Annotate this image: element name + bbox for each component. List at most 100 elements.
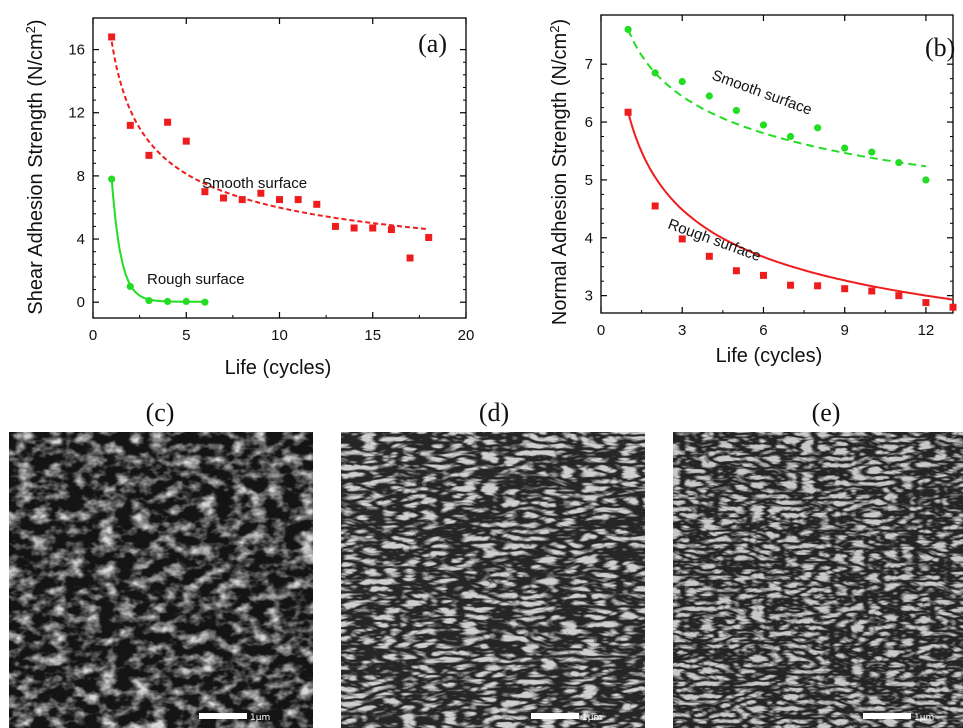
a-series-0-point (425, 233, 433, 241)
a-xtick-label: 20 (458, 327, 475, 344)
a-ytick-label: 4 (77, 231, 85, 248)
b-series-0-point (651, 69, 659, 77)
sem-c-scale-text: 1μm (250, 713, 270, 723)
b-series-1-point (678, 235, 686, 243)
sem-panel-c: (c) 1μm (9, 398, 313, 728)
b-series-1-fit-line (627, 111, 954, 301)
b-series-0-point (922, 176, 930, 184)
b-ytick-label: 3 (585, 288, 593, 305)
chart-a: 0 5 10 15 20 0 4 8 12 16 (a) Smooth surface Rough… (23, 17, 475, 379)
chart-b-ylabel: Normal Adhesion Strength (N/cm2) (547, 19, 572, 325)
b-series-1-point (868, 287, 876, 295)
a-xtick-label: 5 (182, 327, 190, 344)
a-series-0-point (294, 196, 302, 204)
b-ytick-label: 7 (585, 56, 593, 73)
sem-panel-e: (e) 1μm (673, 398, 963, 728)
b-series-1-point (895, 292, 903, 300)
b-ytick-label: 6 (585, 114, 593, 131)
a-series-0-point (369, 224, 377, 232)
sem-d-scale-text: 1μm (582, 713, 602, 723)
b-series-0-point (678, 77, 686, 86)
a-series-1-point (201, 298, 209, 306)
a-series-0-point (313, 200, 321, 208)
a-series-1-point (164, 297, 172, 306)
b-xtick-label: 12 (918, 322, 935, 339)
a-series-0-point (238, 196, 246, 204)
b-series-1-point (759, 271, 767, 279)
sem-d-scale-bar (531, 713, 579, 719)
b-series-1-point (651, 202, 659, 210)
b-series-0-point (732, 106, 740, 115)
chart-a-rough-label: Rough surface (147, 271, 245, 288)
a-ytick-label: 0 (77, 294, 85, 311)
b-series-0-point (624, 25, 632, 34)
chart-b-xlabel: Life (cycles) (716, 345, 823, 367)
a-series-0-point (257, 189, 265, 197)
b-series-1-point (732, 267, 740, 275)
b-series-0-point (895, 158, 903, 167)
sem-panel-d: (d) 1μm (341, 398, 645, 728)
a-series-0-point (182, 137, 190, 145)
a-ytick-label: 16 (68, 42, 85, 59)
a-series-0-point (145, 151, 153, 159)
a-series-0-fit-line (110, 41, 429, 231)
b-series-1-point (949, 303, 957, 311)
b-series-0-fit-line (627, 29, 927, 168)
chart-a-ylabel: Shear Adhesion Strength (N/cm2) (23, 19, 48, 314)
chart-b-panel-label: (b) (925, 33, 955, 62)
b-xtick-label: 9 (841, 322, 849, 339)
b-xtick-label: 3 (678, 322, 686, 339)
a-series-0-point (387, 226, 395, 234)
b-plot-frame (600, 14, 954, 314)
b-xtick-label: 0 (597, 322, 605, 339)
a-series-0-point (350, 224, 358, 232)
b-ytick-label: 5 (585, 172, 593, 189)
chart-a-panel-label: (a) (418, 29, 447, 58)
chart-a-marks: 0 5 10 15 20 0 4 8 12 16 (68, 17, 475, 344)
sem-c-fibers (9, 432, 313, 728)
a-ytick-label: 12 (68, 105, 85, 122)
a-ytick-label: 8 (77, 168, 85, 185)
b-series-1-point (922, 299, 930, 307)
b-series-1-point (787, 281, 795, 289)
sem-d-fibers (341, 432, 645, 728)
chart-a-xlabel: Life (cycles) (225, 357, 332, 379)
b-series-0-point (705, 92, 713, 100)
a-series-0-point (126, 121, 134, 129)
b-xtick-label: 6 (759, 322, 767, 339)
a-series-0-point (276, 196, 283, 204)
a-series-0-point (331, 222, 339, 230)
chart-b-smooth-label: Smooth surface (710, 67, 815, 119)
sem-c-label: (c) (146, 398, 175, 427)
b-series-1-point (841, 285, 849, 293)
a-series-1-point (126, 282, 134, 291)
b-series-0-point (759, 121, 768, 129)
b-series-0-point (841, 144, 849, 152)
b-series-0-point (814, 124, 822, 132)
a-xtick-label: 10 (271, 327, 288, 344)
b-series-1-point (705, 252, 713, 260)
sem-c-scale-bar (199, 713, 247, 719)
sem-e-scale-bar (863, 713, 911, 719)
a-series-0-point (220, 194, 228, 202)
a-series-0-point (406, 254, 414, 262)
a-series-1-point (182, 297, 190, 306)
chart-a-smooth-label: Smooth surface (202, 175, 307, 192)
sem-e-fibers (673, 432, 963, 728)
a-series-0-point (164, 118, 172, 126)
a-series-1-point (108, 175, 116, 183)
b-series-1-point (624, 108, 632, 116)
b-ytick-label: 4 (585, 230, 593, 247)
sem-d-label: (d) (479, 398, 509, 427)
sem-e-label: (e) (812, 398, 841, 427)
b-series-0-point (786, 132, 795, 141)
a-xtick-label: 0 (89, 327, 97, 344)
a-series-0-point (108, 33, 116, 41)
a-series-1-point (145, 297, 153, 305)
b-series-1-point (814, 282, 822, 290)
a-series-0-point (201, 188, 209, 196)
a-xtick-label: 15 (364, 327, 381, 344)
